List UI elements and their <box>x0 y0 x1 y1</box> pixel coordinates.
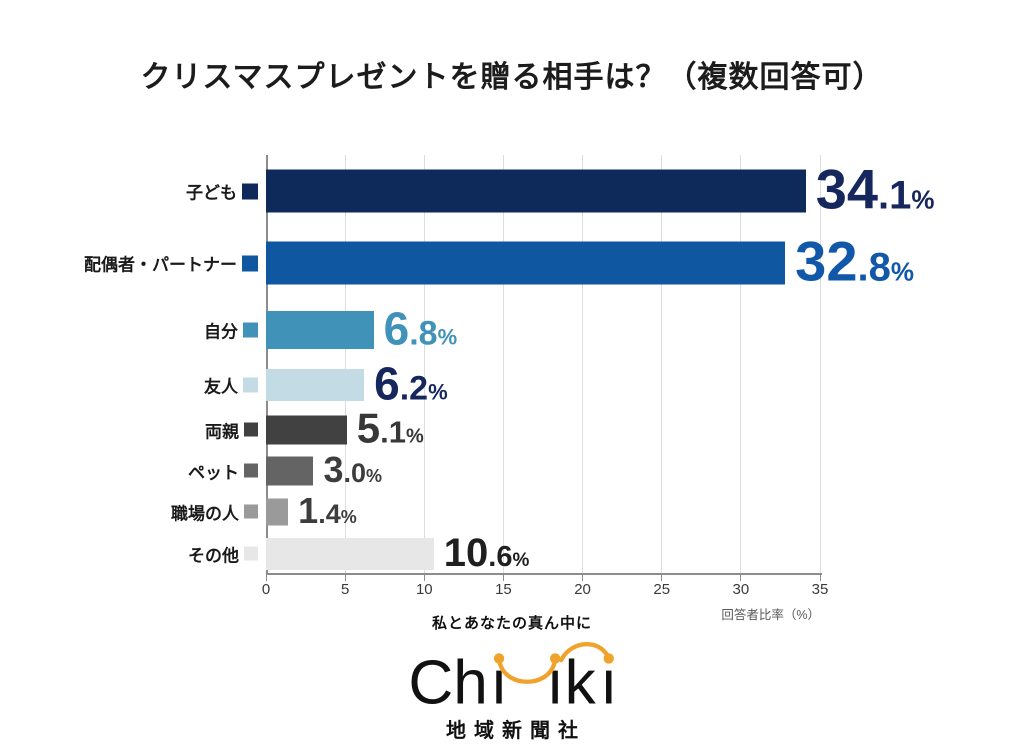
value-label: 6.8% <box>383 302 458 355</box>
bar <box>266 498 289 525</box>
value-label: 6.2% <box>374 357 448 410</box>
tick-label-x-15: 15 <box>495 581 512 598</box>
category-label: 両親 <box>205 417 258 442</box>
category-label-text: 両親 <box>205 422 239 441</box>
category-label-text: 職場の人 <box>171 504 239 523</box>
category-label-text: 子ども <box>186 183 237 203</box>
bar-row-7: 職場の人 1.4% <box>171 489 820 532</box>
bar-row-3: 自分 6.8% <box>204 299 820 361</box>
tickmark-x-10 <box>423 575 425 581</box>
bar-row-8: その他 10.6% <box>188 530 820 575</box>
category-label-text: 配偶者・パートナー <box>84 255 237 275</box>
value-label: 10.6% <box>443 530 530 575</box>
tickmark-x-15 <box>502 575 504 581</box>
bar-row-4: 友人 6.2% <box>204 357 820 410</box>
category-label-text: 友人 <box>204 377 238 397</box>
tickmark-x-35 <box>819 575 821 581</box>
gridline-x-20 <box>582 155 584 575</box>
bar <box>266 311 374 349</box>
legend-marker <box>242 255 258 271</box>
bar <box>266 169 806 213</box>
tickmark-x-0 <box>265 575 267 581</box>
bar <box>266 537 434 570</box>
bar-row-2: 配偶者・パートナー 32.8% <box>84 227 914 299</box>
bars-layer: 子ども 34.1% 配偶者・パートナー 32.8% 自分 6.8% 友人 6.2% 両親 5.1%… <box>84 155 935 575</box>
chiiki-logo-graphic: Ch ı ı k ı <box>408 642 617 717</box>
legend-marker <box>244 463 258 478</box>
bar-row-1: 子ども 34.1% <box>186 155 935 227</box>
legend-marker <box>244 546 258 561</box>
gridline-x-5 <box>344 155 346 575</box>
category-label: 友人 <box>204 373 258 398</box>
tick-label-x-35: 35 <box>811 581 829 598</box>
category-label: ペット <box>188 458 258 483</box>
tickmark-x-5 <box>344 575 346 581</box>
bar-row-5: 両親 5.1% <box>205 404 820 452</box>
tick-label-x-5: 5 <box>340 581 350 598</box>
tick-label-x-20: 20 <box>574 581 591 598</box>
bar <box>266 456 314 485</box>
value-label: 3.0% <box>323 448 383 490</box>
x-axis-label: 回答者比率（%） <box>721 608 820 622</box>
tickmark-x-25 <box>661 575 663 581</box>
category-label: 子ども <box>186 179 258 204</box>
x-axis-ticks: 0 5 10 15 20 25 30 35 <box>262 581 829 601</box>
category-label: 自分 <box>204 318 258 343</box>
value-label: 5.1% <box>356 404 424 452</box>
y-axis-line <box>266 155 268 575</box>
logo-letter-i3: ı <box>600 648 617 712</box>
tickmark-x-20 <box>582 575 584 581</box>
logo-letter-i1: ı <box>490 648 507 712</box>
gridline-x-30 <box>740 155 742 575</box>
gridline-x-25 <box>661 155 663 575</box>
gridline-x-35 <box>819 155 821 575</box>
logo-letter-k: k <box>565 648 597 712</box>
bar <box>266 241 786 285</box>
chart-title: クリスマスプレゼントを贈る相手は？（複数回答可） <box>140 61 884 94</box>
plot-area: 子ども 34.1% 配偶者・パートナー 32.8% 自分 6.8% 友人 6.2% 両親 5.1%… <box>84 155 935 581</box>
legend-marker <box>244 422 258 437</box>
category-label-text: ペット <box>188 463 239 482</box>
company-logo: Ch ı ı k ı <box>0 636 1024 717</box>
tickmark-x-30 <box>740 575 742 581</box>
x-axis-line <box>266 573 822 575</box>
tick-label-x-0: 0 <box>261 581 271 598</box>
category-label: 配偶者・パートナー <box>84 251 258 276</box>
tick-label-x-25: 25 <box>653 581 671 598</box>
category-label-text: その他 <box>188 546 239 565</box>
category-label: 職場の人 <box>171 499 258 524</box>
bar-row-6: ペット 3.0% <box>188 448 820 491</box>
bar <box>266 369 365 401</box>
logo-letter-i2: ı <box>547 648 564 712</box>
value-label: 34.1% <box>815 157 935 221</box>
tick-label-x-10: 10 <box>415 581 433 598</box>
logo-letters-ch: Ch <box>408 648 487 712</box>
legend-marker <box>243 322 258 338</box>
category-label-text: 自分 <box>204 322 238 342</box>
legend-marker <box>243 377 258 393</box>
company-tagline: 私とあなたの真ん中に <box>431 615 592 632</box>
legend-marker <box>242 183 258 199</box>
category-label: その他 <box>188 541 258 566</box>
value-label: 32.8% <box>795 229 914 293</box>
company-name: 地域新聞社 <box>446 720 586 742</box>
value-label: 1.4% <box>298 489 357 531</box>
bar <box>266 415 347 444</box>
gridline-x-15 <box>502 155 504 575</box>
tick-label-x-30: 30 <box>732 581 750 598</box>
logo-accent-marks <box>493 642 614 684</box>
legend-marker <box>244 504 258 519</box>
gridline-x-10 <box>423 155 425 575</box>
